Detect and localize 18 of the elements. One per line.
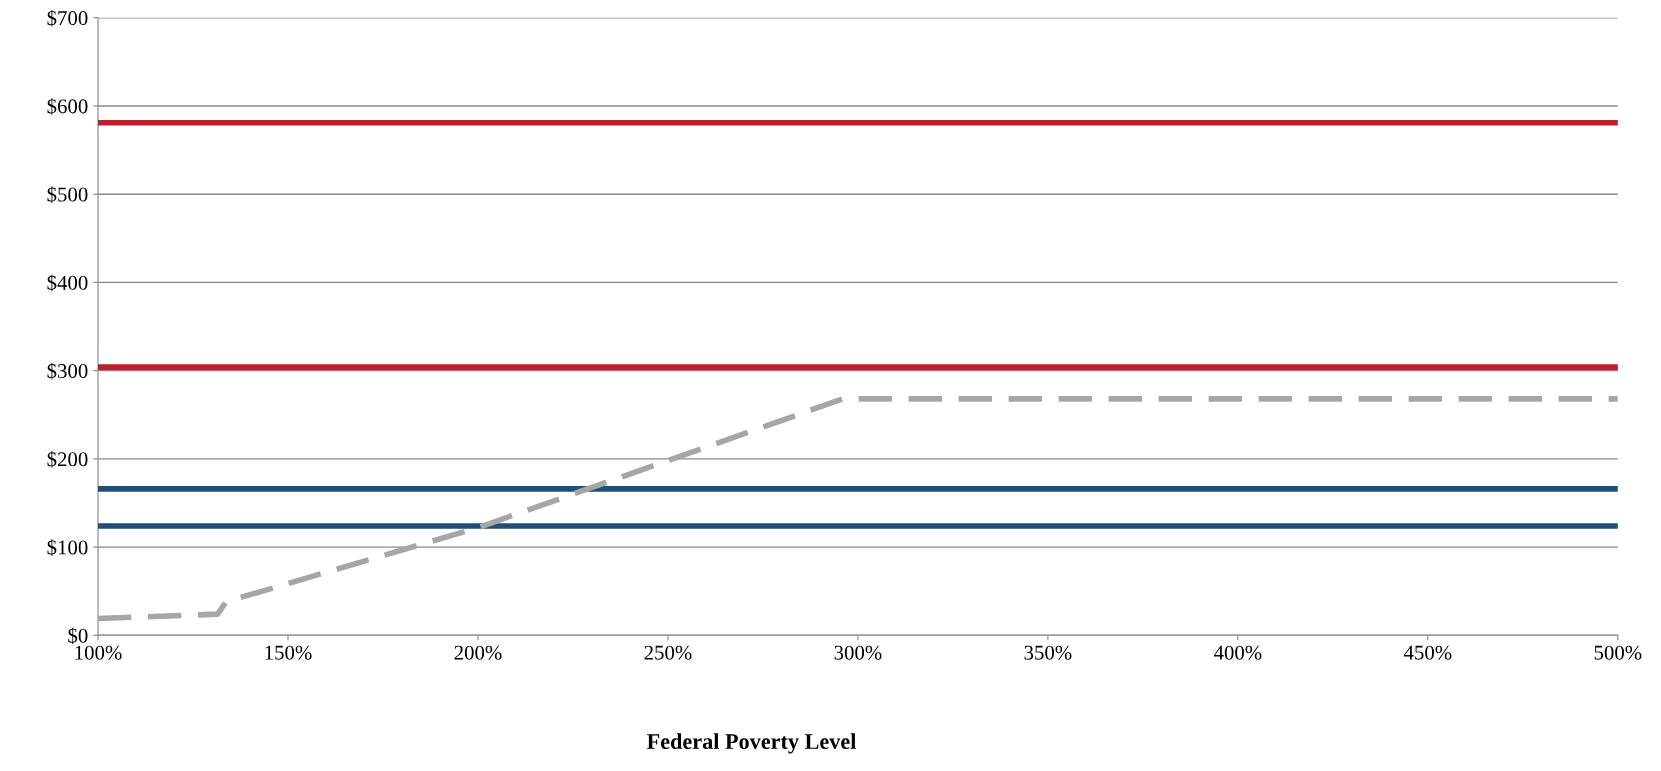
x-tick-label: 200% <box>454 645 502 660</box>
y-tick-label: $600 <box>47 98 88 115</box>
x-tick-label: 250% <box>644 645 692 660</box>
y-tick-label: $100 <box>47 539 88 556</box>
y-tick-label: $300 <box>47 362 88 380</box>
x-tick-label: 350% <box>1024 645 1072 660</box>
y-tick-label: $0 <box>68 627 88 645</box>
x-axis-title: Federal Poverty Level <box>647 733 857 754</box>
x-tick-label: 100% <box>75 645 122 660</box>
x-tick-label: 450% <box>1403 645 1452 660</box>
x-tick-label: 150% <box>265 645 312 660</box>
y-tick-label: $500 <box>47 186 88 203</box>
y-tick-label: $700 <box>47 9 88 27</box>
x-tick-label: 500% <box>1594 645 1642 660</box>
x-tick-label: 300% <box>834 645 882 660</box>
y-tick-label: $400 <box>47 274 88 292</box>
x-tick-label: 400% <box>1213 645 1262 660</box>
y-tick-label: $200 <box>47 451 88 468</box>
